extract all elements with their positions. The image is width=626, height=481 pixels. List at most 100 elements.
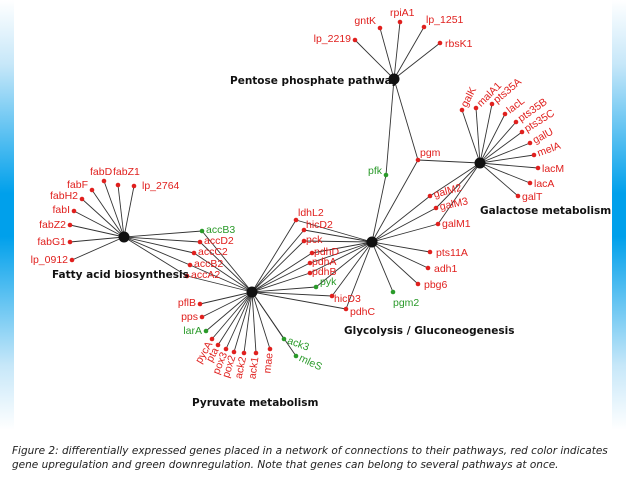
edge-pdhC-gly [345, 241, 373, 310]
gene-dot [383, 172, 389, 178]
edge-galU-gal [479, 142, 531, 164]
gene-dot [489, 101, 495, 107]
edge-pdhD-pyr [251, 252, 313, 293]
edge-lp_2219-ppp [354, 39, 395, 80]
gene-label: fabZ1 [113, 166, 140, 178]
gene-label: hicD3 [334, 293, 361, 305]
gene-dot [293, 217, 299, 223]
gene-dot [197, 301, 203, 307]
edge-lacA-gal [479, 162, 531, 184]
gene-dot [415, 281, 421, 287]
edge-galT-gal [479, 162, 519, 197]
edge-melA-gal [479, 154, 535, 164]
edge-accB3-pyr [201, 230, 253, 293]
edge-rpiA1-ppp [393, 21, 401, 80]
gene-label: galM1 [442, 218, 471, 230]
edge-galM3-gly [371, 207, 437, 243]
gene-dot [515, 193, 521, 199]
gene-dot [397, 19, 403, 25]
gene-label: fabI [52, 204, 70, 216]
gene-dot [184, 273, 190, 279]
edge-galM2-gly [371, 195, 431, 243]
edge-gntK-ppp [379, 27, 395, 80]
gene-label: pfk [368, 165, 383, 177]
gene-dot [203, 328, 209, 334]
pathway-network-diagram: gntK rpiA1 lp_1251 lp_2219 rbsK1 pgm pfk galK ma… [31, 7, 612, 409]
gene-dot [531, 152, 537, 158]
gene-lacA: lacA [527, 178, 554, 190]
edge-pox2-pyr [233, 291, 253, 353]
gene-fabH2: fabH2 [50, 190, 85, 202]
gene-lacM: lacM [535, 163, 564, 175]
gene-pbg6: pbg6 [415, 279, 448, 291]
edge-lp_1251-ppp [393, 26, 425, 80]
gene-mleS: mleS [293, 352, 324, 373]
pathway-label-gal: Galactose metabolism [480, 205, 611, 217]
edge-malA1-gal [475, 107, 481, 164]
pathway-label-gly: Glycolysis / Gluconeogenesis [344, 325, 514, 337]
gene-label: pdhC [350, 306, 376, 318]
gene-label: accA2 [191, 269, 220, 281]
hub-ppp [388, 73, 400, 85]
gene-label: rpiA1 [390, 7, 415, 19]
pathway-label-pyr: Pyruvate metabolism [192, 397, 318, 409]
gene-ack2: ack2 [233, 350, 249, 380]
gene-label: pgm [420, 147, 441, 159]
edge-mae-pyr [251, 291, 271, 350]
gene-pdhC: pdhC [343, 306, 376, 318]
gene-label: rbsK1 [445, 38, 473, 50]
edge-accA2-pyr [186, 275, 253, 293]
edge-accC2-pyr [193, 252, 253, 293]
gene-label: lp_2219 [314, 33, 352, 45]
edge-pgm-gal [417, 159, 481, 164]
right-decorative-bar [612, 0, 626, 430]
edge-fabZ2-fab [69, 224, 125, 238]
gene-galM3: galM3 [433, 195, 469, 213]
edge-accA2-fab [123, 236, 188, 277]
hub-gal [474, 157, 486, 169]
edge-lp_2764-fab [123, 185, 135, 238]
gene-label: pyk [320, 276, 337, 288]
gene-dot [527, 180, 533, 186]
edge-pflB-pyr [199, 291, 253, 305]
gene-dot [421, 24, 427, 30]
gene-pdhA: pdhA [307, 256, 337, 268]
edge-lacM-gal [479, 162, 539, 169]
gene-dot [209, 336, 215, 342]
gene-hicD2: hicD2 [301, 219, 333, 233]
gene-dot [69, 257, 75, 263]
gene-ack3: ack3 [281, 335, 311, 354]
gene-gntK: gntK [354, 15, 383, 31]
edge-pfk-gly [371, 174, 387, 243]
edge-galM3-gal [435, 162, 481, 209]
gene-label: ack2 [233, 356, 249, 380]
gene-dot [293, 353, 299, 359]
edge-ldhL2-pyr [251, 219, 297, 293]
gene-pts11A: pts11A [427, 247, 468, 259]
edge-galM2-gal [429, 162, 481, 197]
edge-fabZ1-fab [117, 184, 125, 238]
gene-ack1: ack1 [246, 350, 261, 380]
gene-hicD3: hicD3 [329, 293, 361, 305]
gene-dot [377, 25, 383, 31]
pathway-hubs: Pentose phosphate pathway Galactose metab… [52, 73, 611, 409]
edge-pfk-ppp [385, 78, 395, 176]
gene-label: fabH2 [50, 190, 78, 202]
edge-pdhA-gly [309, 241, 373, 264]
gene-pyk: pyk [313, 276, 337, 290]
gene-label: ack3 [286, 335, 311, 354]
gene-dot [223, 346, 229, 352]
edge-accD2-fab [123, 236, 201, 243]
edge-hicD3-gly [331, 241, 373, 297]
edge-pck-gly [303, 240, 373, 243]
gene-label: gntK [354, 15, 376, 27]
gene-label: fabG1 [37, 236, 66, 248]
gene-dot [535, 165, 541, 171]
gene-dot [131, 183, 137, 189]
edge-pyk-gly [315, 241, 373, 288]
gene-label: larA [183, 325, 202, 337]
gene-fabG1: fabG1 [37, 236, 73, 248]
gene-label: lp_1251 [426, 14, 464, 26]
gene-dot [101, 178, 107, 184]
gene-dot [253, 350, 259, 356]
